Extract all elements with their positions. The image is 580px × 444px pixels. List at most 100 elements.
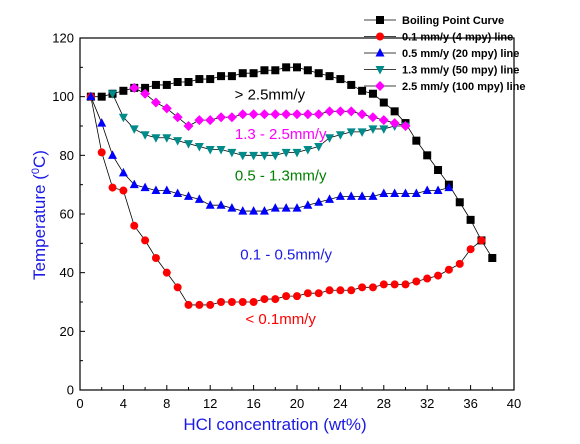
data-point (151, 80, 160, 89)
data-point (412, 277, 421, 286)
data-point (173, 283, 182, 292)
data-point (434, 271, 443, 280)
data-point (205, 200, 215, 209)
data-point (336, 286, 345, 295)
data-point (249, 206, 259, 215)
data-point (151, 185, 161, 195)
data-point (162, 268, 171, 277)
data-point (336, 75, 345, 84)
data-point (119, 186, 128, 195)
data-point (270, 151, 280, 161)
y-tick-label: 80 (60, 148, 74, 163)
data-point (249, 298, 258, 306)
y-axis-title: Temperature (0C) (30, 150, 49, 280)
y-tick-label: 60 (60, 207, 74, 222)
data-point (293, 292, 301, 301)
x-tick-label: 8 (163, 396, 170, 411)
data-point (411, 188, 421, 197)
data-point (270, 203, 280, 212)
data-point (140, 182, 150, 192)
data-point (390, 188, 400, 197)
data-point (282, 63, 291, 72)
legend-item: 1.3 mm/y (50 mpy) line (364, 65, 519, 77)
data-point (292, 109, 302, 120)
data-point (325, 72, 334, 81)
y-tick-label: 100 (52, 89, 74, 104)
y-tick-label: 120 (52, 31, 74, 46)
data-point (455, 198, 464, 207)
data-point (259, 151, 269, 161)
data-point (325, 194, 335, 203)
region-label: 0.5 - 1.3mm/y (235, 167, 327, 184)
x-axis-title: HCl concentration (wt%) (183, 415, 366, 434)
data-point (150, 97, 161, 108)
data-point (151, 134, 161, 143)
data-point (270, 109, 281, 120)
data-point (129, 125, 139, 134)
series-5 (129, 82, 411, 131)
data-point (282, 292, 291, 301)
data-point (141, 236, 150, 245)
data-point (271, 66, 280, 75)
data-point (108, 90, 118, 99)
data-point (303, 200, 313, 209)
data-point (183, 121, 194, 131)
data-point (466, 215, 475, 224)
data-point (358, 283, 367, 292)
data-point (358, 86, 367, 95)
data-point (194, 143, 204, 152)
data-point (119, 86, 128, 95)
data-point (423, 274, 432, 283)
series-layer (86, 63, 497, 309)
data-point (346, 128, 356, 137)
data-point (162, 134, 172, 143)
data-point (108, 183, 117, 192)
data-point (259, 206, 269, 215)
data-point (401, 188, 410, 197)
x-tick-label: 20 (290, 396, 304, 411)
data-point (237, 109, 248, 120)
region-label: 0.1 - 0.5mm/y (240, 246, 332, 263)
data-point (390, 280, 399, 289)
data-point (281, 203, 291, 212)
data-point (368, 89, 377, 98)
data-point (129, 82, 140, 93)
data-point (227, 203, 237, 212)
x-axis: 0 4 8 12 16 20 24 28 32 36 40 (76, 385, 521, 411)
data-point (335, 191, 345, 200)
data-point (325, 286, 334, 295)
legend-marker (375, 48, 385, 57)
x-tick-label: 24 (333, 396, 347, 411)
data-point (129, 179, 139, 189)
region-label: 1.3 - 2.5mm/y (235, 126, 327, 143)
data-point (444, 182, 454, 192)
data-point (249, 69, 258, 78)
data-point (227, 298, 236, 306)
legend-item: 0.5 mm/y (20 mpy) line (364, 48, 519, 60)
legend-item: 0.1 mm/y (4 mpy) line (364, 32, 513, 44)
data-point (140, 88, 151, 99)
data-point (379, 280, 388, 289)
data-point (184, 300, 193, 309)
data-point (346, 191, 356, 200)
x-tick-label: 12 (203, 396, 217, 411)
data-point (368, 191, 378, 200)
data-point (335, 131, 345, 140)
data-point (259, 109, 270, 120)
x-tick-label: 4 (120, 396, 127, 411)
data-point (227, 72, 236, 81)
data-point (141, 83, 150, 92)
data-point (161, 103, 172, 114)
data-point (302, 109, 313, 120)
legend-marker (375, 81, 385, 91)
data-point (412, 136, 421, 145)
data-point (314, 69, 323, 78)
data-point (205, 145, 215, 155)
legend-marker (375, 66, 385, 75)
data-point (151, 254, 160, 262)
data-point (325, 134, 335, 143)
data-point (238, 298, 247, 306)
data-point (313, 109, 324, 120)
legend-item: 2.5 mm/y (100 mpy) line (364, 81, 526, 93)
